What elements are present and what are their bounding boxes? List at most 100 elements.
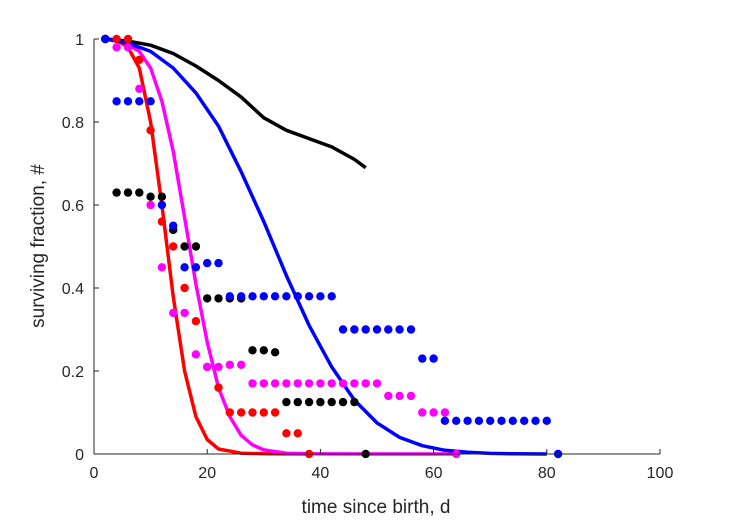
- data-point: [282, 429, 291, 438]
- data-point: [157, 263, 167, 272]
- data-point: [452, 416, 461, 425]
- data-point: [531, 416, 540, 425]
- data-point: [259, 292, 268, 301]
- x-tick-label: 40: [312, 465, 330, 482]
- y-tick-label: 0: [75, 447, 84, 464]
- data-point: [486, 416, 495, 425]
- data-point: [191, 317, 201, 326]
- data-point: [395, 325, 404, 334]
- data-point: [304, 292, 314, 301]
- data-point: [146, 97, 155, 106]
- data-point: [135, 55, 144, 64]
- data-point: [361, 379, 370, 388]
- data-point: [474, 416, 484, 425]
- data-point: [214, 362, 223, 372]
- y-tick-label: 0.6: [62, 198, 84, 215]
- data-point: [214, 258, 223, 268]
- data-point: [327, 379, 336, 388]
- data-point: [304, 379, 314, 388]
- data-point: [350, 379, 359, 388]
- data-point: [237, 292, 246, 301]
- y-tick-label: 0.2: [62, 364, 84, 381]
- data-point: [191, 242, 201, 251]
- data-point: [384, 325, 393, 334]
- x-tick-label: 80: [538, 465, 556, 482]
- y-axis-label: surviving fraction, #: [28, 164, 49, 328]
- data-point: [270, 408, 280, 417]
- data-point: [304, 397, 314, 407]
- data-point: [237, 408, 246, 417]
- data-points: [101, 34, 563, 459]
- data-point: [157, 192, 167, 201]
- x-axis-label: time since birth, d: [302, 497, 451, 518]
- data-point: [406, 325, 416, 334]
- y-tick-label: 1: [75, 32, 84, 49]
- data-point: [248, 408, 257, 417]
- y-tick-label: 0.4: [62, 281, 84, 298]
- data-point: [497, 416, 506, 425]
- data-point: [293, 292, 302, 301]
- fit-curve-2: [105, 37, 367, 170]
- data-point: [203, 362, 212, 372]
- data-point: [225, 360, 234, 369]
- data-point: [372, 379, 382, 388]
- data-point: [259, 408, 268, 417]
- x-tick-label: 20: [198, 465, 216, 482]
- data-point: [248, 292, 257, 301]
- data-point: [180, 283, 189, 293]
- data-point: [463, 416, 472, 425]
- data-point: [293, 397, 302, 407]
- data-point: [248, 379, 257, 388]
- data-point: [112, 188, 121, 197]
- data-point: [146, 192, 155, 201]
- y-tick-label: 0.8: [62, 115, 84, 132]
- data-point: [169, 242, 178, 251]
- data-point: [169, 221, 178, 230]
- data-point: [361, 325, 370, 334]
- data-point: [350, 397, 359, 407]
- data-point: [384, 391, 393, 401]
- data-point: [259, 346, 268, 355]
- data-point: [270, 348, 280, 357]
- data-point: [327, 397, 336, 407]
- data-point: [248, 346, 257, 355]
- data-point: [316, 397, 325, 407]
- data-point: [282, 292, 291, 301]
- data-point: [316, 292, 325, 301]
- data-point: [123, 97, 133, 106]
- tick-labels: 0 20 40 60 80 100 0 0.2 0.4 0.6 0.8 1: [62, 32, 674, 482]
- x-tick-label: 60: [425, 465, 443, 482]
- data-point: [123, 43, 133, 52]
- data-point: [146, 200, 155, 210]
- fit-curve-3: [104, 37, 547, 456]
- data-point: [157, 200, 167, 210]
- data-point: [180, 308, 189, 318]
- data-point: [270, 292, 280, 301]
- data-point: [440, 416, 450, 425]
- data-point: [146, 126, 155, 135]
- data-point: [112, 43, 121, 52]
- data-point: [191, 350, 201, 359]
- data-point: [282, 379, 291, 388]
- data-point: [338, 325, 348, 334]
- data-point: [214, 383, 223, 392]
- data-point: [135, 188, 144, 197]
- x-tick-label: 100: [647, 465, 674, 482]
- data-point: [180, 263, 189, 272]
- data-point: [112, 34, 121, 44]
- data-point: [123, 188, 133, 197]
- data-point: [372, 325, 382, 334]
- data-point: [429, 354, 438, 363]
- data-point: [112, 97, 121, 106]
- data-point: [508, 416, 517, 425]
- data-point: [203, 294, 212, 303]
- data-point: [214, 294, 223, 303]
- fit-curves: [104, 37, 547, 456]
- data-point: [293, 429, 302, 438]
- data-point: [429, 408, 438, 417]
- data-point: [135, 97, 144, 106]
- data-point: [440, 408, 450, 417]
- data-point: [135, 84, 144, 94]
